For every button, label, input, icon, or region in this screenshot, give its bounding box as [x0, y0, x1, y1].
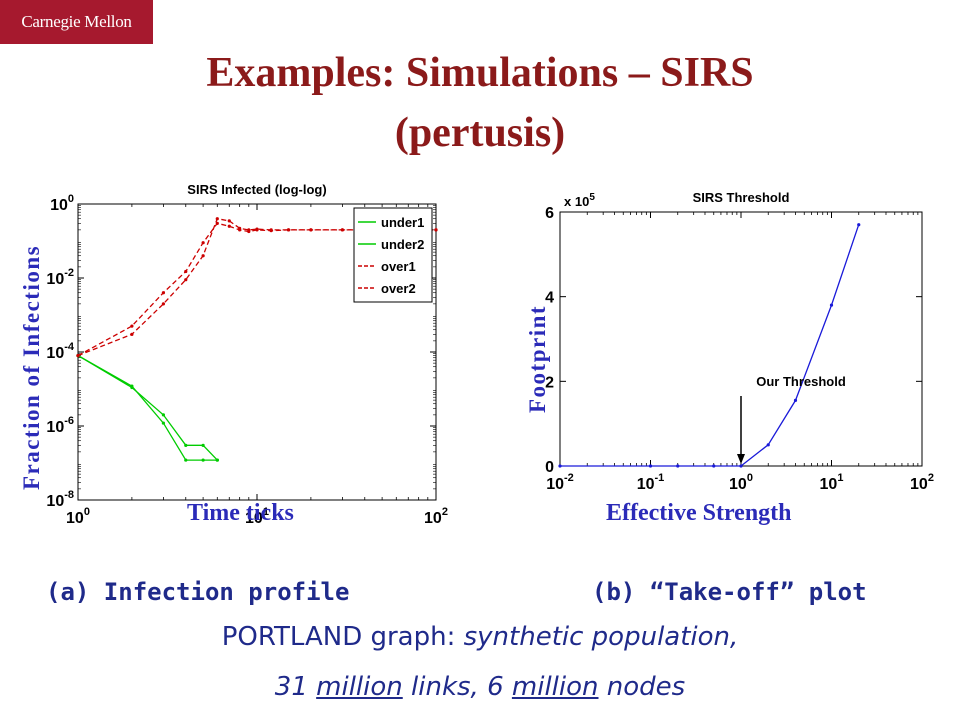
- footer-line-1-italic: synthetic population,: [463, 622, 739, 652]
- chart-a-series-point-over2: [184, 269, 188, 274]
- chart-a-series-point-over1: [161, 302, 166, 306]
- chart-b-x-label: Effective Strength: [606, 500, 792, 526]
- chart-b-x-tick-label: 100: [729, 472, 753, 493]
- chart-a-y-tick-label: 10-8: [46, 489, 74, 510]
- chart-infection-profile: SIRS Infected (log-log) 100 101 102 10-8 10-6…: [46, 182, 448, 527]
- chart-b-y-tick-label: 6: [545, 205, 554, 222]
- chart-b-series-point: [857, 223, 861, 227]
- caption-a: (a) Infection profile: [46, 578, 350, 606]
- chart-a-series-point-under2: [215, 458, 219, 462]
- chart-a-legend-box: [353, 207, 433, 303]
- chart-a-series-point-over2: [76, 353, 80, 358]
- chart-a-series-point-over2: [434, 228, 438, 232]
- chart-a-series-point-over2: [247, 229, 251, 234]
- chart-a-series-point-over1: [227, 219, 231, 223]
- chart-b-series-point: [766, 443, 770, 447]
- chart-b-x-tick-label: 101: [820, 472, 844, 493]
- chart-a-y-tick-label: 10-6: [46, 415, 74, 436]
- chart-b-title: SIRS Threshold: [693, 190, 790, 205]
- legend-label-under1: under1: [381, 215, 424, 230]
- slide-title-line-1: Examples: Simulations – SIRS: [206, 50, 754, 96]
- chart-b-x-tick-label: 10-1: [637, 472, 665, 493]
- chart-a-series-point-over2: [201, 241, 205, 245]
- chart-a-series-point-under1: [161, 421, 166, 425]
- chart-takeoff-plot: SIRS Threshold 10-2 10-1 100 101 102 0 2 4 6 x 105…: [545, 190, 934, 493]
- footer-line-2: 31 million links, 6 million nodes: [0, 672, 960, 702]
- chart-a-series-point-over2: [269, 229, 273, 233]
- chart-a-x-tick-label: 100: [66, 506, 90, 527]
- footer-line-2-million-1: million: [316, 672, 403, 702]
- chart-b-y-label: Footprint: [525, 304, 550, 413]
- chart-a-title: SIRS Infected (log-log): [187, 182, 326, 197]
- chart-a-series-point-over1: [130, 332, 134, 336]
- chart-a-series-point-over1: [215, 217, 219, 221]
- chart-b-annotation-arrow-head: [737, 454, 745, 464]
- chart-a-series-point-over1: [184, 278, 188, 282]
- chart-a-series-point-over2: [130, 324, 134, 328]
- chart-b-y-tick-label: 4: [545, 290, 554, 307]
- chart-b-series-point: [739, 464, 743, 468]
- chart-a-y-tick-label: 10-2: [46, 267, 74, 288]
- chart-a-x-tick-label: 102: [424, 506, 448, 527]
- chart-b-y-tick-label: 2: [545, 374, 554, 391]
- chart-a-series-point-over2: [340, 228, 345, 232]
- chart-b-series-point: [793, 398, 798, 402]
- chart-a-series-line-under2: [77, 355, 218, 461]
- chart-b-x-tick-label: 102: [910, 472, 934, 493]
- legend-label-under2: under2: [381, 237, 424, 252]
- chart-a-series-point-over2: [161, 291, 166, 295]
- cmu-logo: Carnegie Mellon: [0, 0, 153, 44]
- footer-line-1: PORTLAND graph: synthetic population,: [0, 622, 960, 652]
- chart-a-series-point-over2: [227, 224, 231, 228]
- chart-a-series-point-under1: [201, 458, 205, 462]
- chart-b-y-multiplier: x 105: [564, 192, 595, 209]
- chart-a-series-point-over2: [309, 228, 313, 232]
- caption-b: (b) “Take-off” plot: [592, 578, 867, 606]
- legend-label-over2: over2: [381, 281, 416, 296]
- chart-a-y-tick-label: 100: [50, 193, 74, 214]
- chart-a-y-tick-label: 10-4: [46, 341, 74, 362]
- chart-b-series-point: [829, 303, 834, 307]
- chart-a-series-point-under1: [184, 458, 188, 462]
- chart-b-series-point: [558, 464, 562, 468]
- chart-a-series-point-under2: [184, 443, 188, 447]
- chart-a-series-point-over2: [215, 221, 219, 225]
- legend-label-over1: over1: [381, 259, 416, 274]
- slide-title-line-2: (pertusis): [394, 110, 566, 156]
- chart-b-series-point: [648, 464, 653, 468]
- chart-b-y-tick-label: 0: [545, 459, 554, 476]
- chart-a-series-point-over2: [238, 228, 242, 232]
- footer-line-2-million-2: million: [511, 672, 599, 702]
- chart-a-series-point-under2: [130, 385, 134, 390]
- chart-a-series-point-over2: [286, 228, 291, 232]
- chart-b-series-point: [712, 464, 716, 468]
- chart-a-x-tick-label: 101: [245, 506, 269, 527]
- chart-b-annotation-label: Our Threshold: [756, 374, 846, 389]
- footer-line-1-plain: PORTLAND graph:: [221, 622, 464, 652]
- footer-line-2-c: nodes: [598, 672, 686, 702]
- chart-a-series-point-over1: [201, 254, 205, 258]
- chart-a-series-point-under2: [201, 443, 205, 447]
- chart-a-series-point-over2: [255, 228, 259, 232]
- chart-a-x-label: Time ticks: [187, 500, 294, 526]
- footer-line-2-a: 31: [274, 672, 317, 702]
- chart-b-x-tick-label: 10-2: [546, 472, 574, 493]
- footer-line-2-b: links, 6: [402, 672, 512, 702]
- chart-a-series-point-under2: [161, 413, 166, 417]
- chart-a-y-label: Fraction of Infections: [19, 244, 44, 490]
- chart-a-series-line-under1: [77, 355, 218, 461]
- chart-b-series-point: [676, 464, 680, 468]
